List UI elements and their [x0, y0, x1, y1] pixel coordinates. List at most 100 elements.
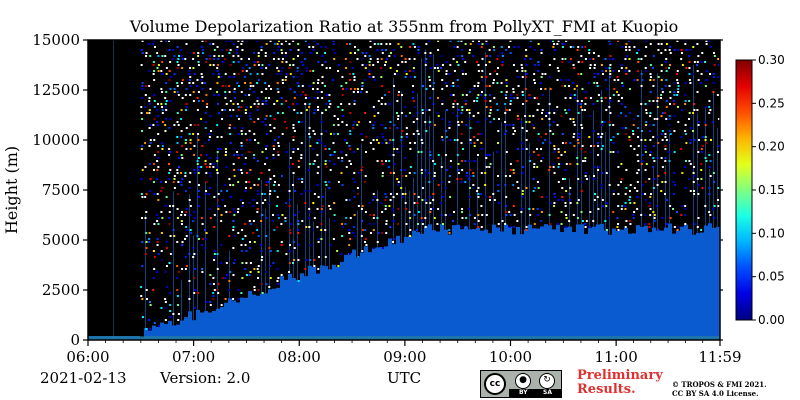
heatmap-noise-pixel	[512, 124, 515, 126]
heatmap-noise-pixel	[288, 199, 291, 201]
heatmap-noise-pixel	[232, 208, 235, 210]
heatmap-noise-pixel	[189, 229, 192, 231]
heatmap-low-column	[424, 226, 428, 340]
heatmap-low-column	[456, 224, 460, 340]
heatmap-noise-pixel	[261, 214, 264, 216]
heatmap-noise-pixel	[464, 61, 467, 63]
heatmap-noise-pixel	[673, 184, 676, 186]
heatmap-noise-pixel	[660, 94, 663, 96]
heatmap-noise-pixel	[468, 49, 471, 51]
heatmap-noise-pixel	[364, 181, 367, 183]
heatmap-noise-pixel	[201, 76, 204, 78]
heatmap-noise-pixel	[196, 79, 199, 81]
heatmap-noise-pixel	[360, 91, 363, 93]
heatmap-noise-pixel	[493, 70, 496, 72]
heatmap-noise-pixel	[684, 82, 687, 84]
heatmap-noise-pixel	[365, 136, 368, 138]
heatmap-noise-pixel	[200, 166, 203, 168]
heatmap-noise-pixel	[321, 76, 324, 78]
heatmap-noise-pixel	[369, 232, 372, 234]
heatmap-noise-pixel	[504, 223, 507, 225]
heatmap-noise-pixel	[609, 73, 612, 75]
heatmap-noise-pixel	[200, 154, 203, 156]
heatmap-noise-pixel	[704, 121, 707, 123]
heatmap-noise-pixel	[456, 79, 459, 81]
colorbar-tick-label: 0.20	[758, 140, 785, 154]
heatmap-noise-pixel	[204, 160, 207, 162]
heatmap-noise-pixel	[460, 49, 463, 51]
heatmap-noise-pixel	[292, 103, 295, 105]
heatmap-noise-pixel	[585, 178, 588, 180]
heatmap-noise-pixel	[413, 172, 416, 174]
heatmap-noise-pixel	[436, 112, 439, 114]
heatmap-noise-pixel	[208, 133, 211, 135]
heatmap-noise-pixel	[324, 85, 327, 87]
heatmap-noise-pixel	[665, 67, 668, 69]
heatmap-noise-pixel	[649, 193, 652, 195]
heatmap-noise-pixel	[145, 328, 148, 330]
heatmap-noise-pixel	[676, 211, 679, 213]
heatmap-noise-pixel	[668, 67, 671, 69]
heatmap-noise-pixel	[661, 133, 664, 135]
heatmap-noise-pixel	[644, 169, 647, 171]
heatmap-noise-pixel	[612, 136, 615, 138]
heatmap-noise-pixel	[581, 46, 584, 48]
heatmap-noise-pixel	[236, 103, 239, 105]
heatmap-noise-pixel	[461, 148, 464, 150]
heatmap-noise-pixel	[281, 214, 284, 216]
heatmap-noise-pixel	[424, 172, 427, 174]
heatmap-noise-pixel	[260, 172, 263, 174]
heatmap-noise-pixel	[533, 49, 536, 51]
heatmap-noise-pixel	[221, 61, 224, 63]
heatmap-low-column	[204, 311, 208, 340]
heatmap-low-column	[584, 233, 588, 340]
heatmap-noise-pixel	[249, 169, 252, 171]
heatmap-noise-pixel	[152, 250, 155, 252]
heatmap-noise-pixel	[585, 220, 588, 222]
heatmap-noise-pixel	[293, 97, 296, 99]
heatmap-noise-pixel	[409, 235, 412, 237]
heatmap-noise-pixel	[317, 91, 320, 93]
heatmap-noise-pixel	[657, 229, 660, 231]
heatmap-noise-pixel	[477, 70, 480, 72]
heatmap-noise-pixel	[312, 229, 315, 231]
heatmap-noise-pixel	[308, 169, 311, 171]
heatmap-noise-pixel	[652, 55, 655, 57]
heatmap-noise-pixel	[237, 55, 240, 57]
heatmap-noise-pixel	[276, 73, 279, 75]
heatmap-noise-pixel	[381, 142, 384, 144]
heatmap-noise-pixel	[561, 58, 564, 60]
heatmap-noise-pixel	[496, 151, 499, 153]
heatmap-noise-pixel	[628, 190, 631, 192]
heatmap-noise-pixel	[185, 103, 188, 105]
heatmap-noise-pixel	[680, 58, 683, 60]
heatmap-streak	[261, 179, 262, 294]
heatmap-noise-pixel	[700, 61, 703, 63]
heatmap-noise-pixel	[253, 139, 256, 141]
heatmap-noise-pixel	[644, 148, 647, 150]
heatmap-noise-pixel	[593, 193, 596, 195]
heatmap-noise-pixel	[280, 70, 283, 72]
heatmap-noise-pixel	[409, 217, 412, 219]
heatmap-noise-pixel	[148, 85, 151, 87]
heatmap-noise-pixel	[373, 109, 376, 111]
heatmap-noise-pixel	[528, 115, 531, 117]
x-tick-label: 06:00	[66, 348, 109, 366]
heatmap-noise-pixel	[600, 64, 603, 66]
heatmap-noise-pixel	[256, 208, 259, 210]
heatmap-noise-pixel	[413, 193, 416, 195]
heatmap-noise-pixel	[456, 61, 459, 63]
heatmap-noise-pixel	[641, 160, 644, 162]
heatmap-noise-pixel	[489, 100, 492, 102]
heatmap-low-column	[576, 224, 580, 340]
heatmap-noise-pixel	[669, 52, 672, 54]
heatmap-noise-pixel	[689, 142, 692, 144]
heatmap-noise-pixel	[257, 178, 260, 180]
heatmap-noise-pixel	[460, 112, 463, 114]
heatmap-noise-pixel	[652, 85, 655, 87]
heatmap-noise-pixel	[452, 106, 455, 108]
heatmap-noise-pixel	[545, 112, 548, 114]
heatmap-noise-pixel	[429, 67, 432, 69]
heatmap-noise-pixel	[412, 85, 415, 87]
heatmap-noise-pixel	[160, 70, 163, 72]
